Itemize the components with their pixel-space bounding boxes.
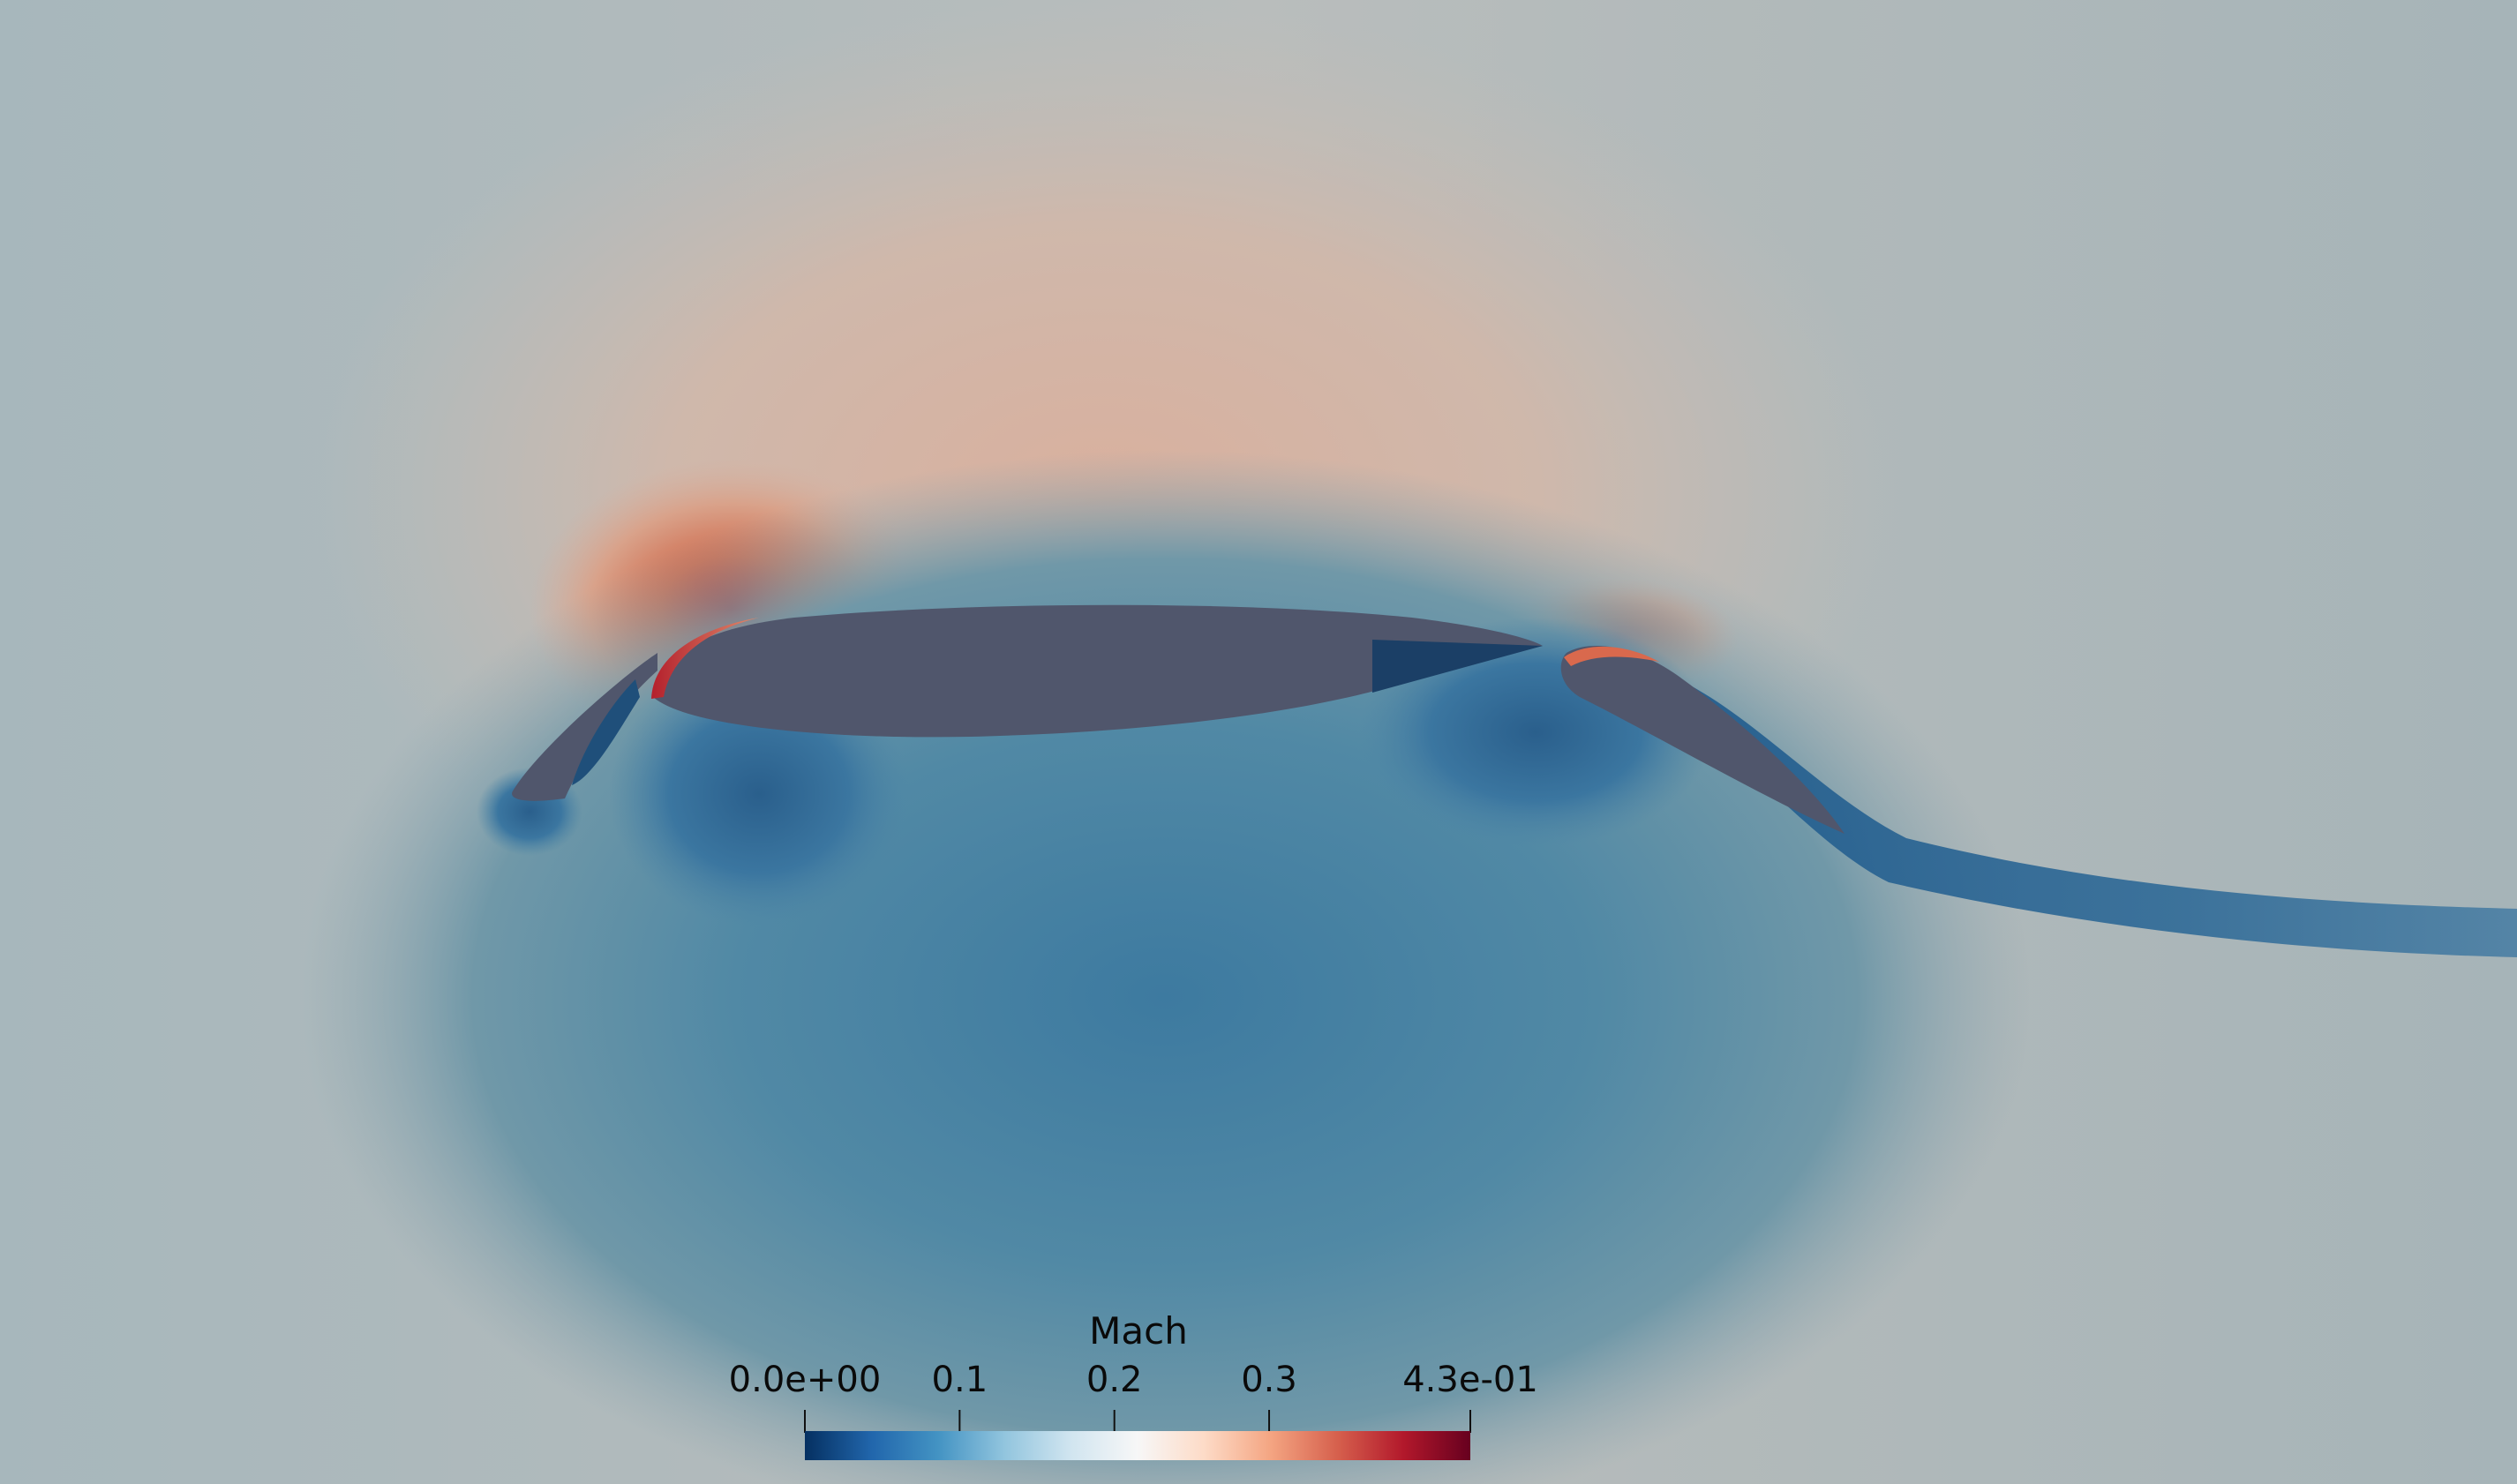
colorbar-title: Mach [1089, 1309, 1188, 1353]
colorbar-tick-label: 0.0e+00 [729, 1360, 882, 1400]
slat [512, 653, 657, 801]
wake [1659, 671, 2517, 957]
colorbar-ramp [805, 1431, 1470, 1460]
colorbar-tick-label: 0.2 [1086, 1360, 1143, 1400]
main-element [653, 604, 1543, 738]
slat-gap-dark [572, 679, 640, 785]
colorbar-tick-label: 0.3 [1241, 1360, 1297, 1400]
colorbar-tick-label: 0.1 [932, 1360, 988, 1400]
leading-edge-highlight [651, 618, 759, 699]
colorbar-tick-label: 4.3e-01 [1402, 1360, 1538, 1400]
cove-cutout [1372, 640, 1543, 693]
flap-leading-highlight [1564, 646, 1659, 666]
colorbar-ticks: 0.0e+00 0.1 0.2 0.3 4.3e-01 [729, 1360, 1538, 1433]
colorbar: Mach 0.0e+00 0.1 0.2 0.3 4.3e-01 [729, 1309, 1538, 1460]
flap [1560, 646, 1845, 834]
